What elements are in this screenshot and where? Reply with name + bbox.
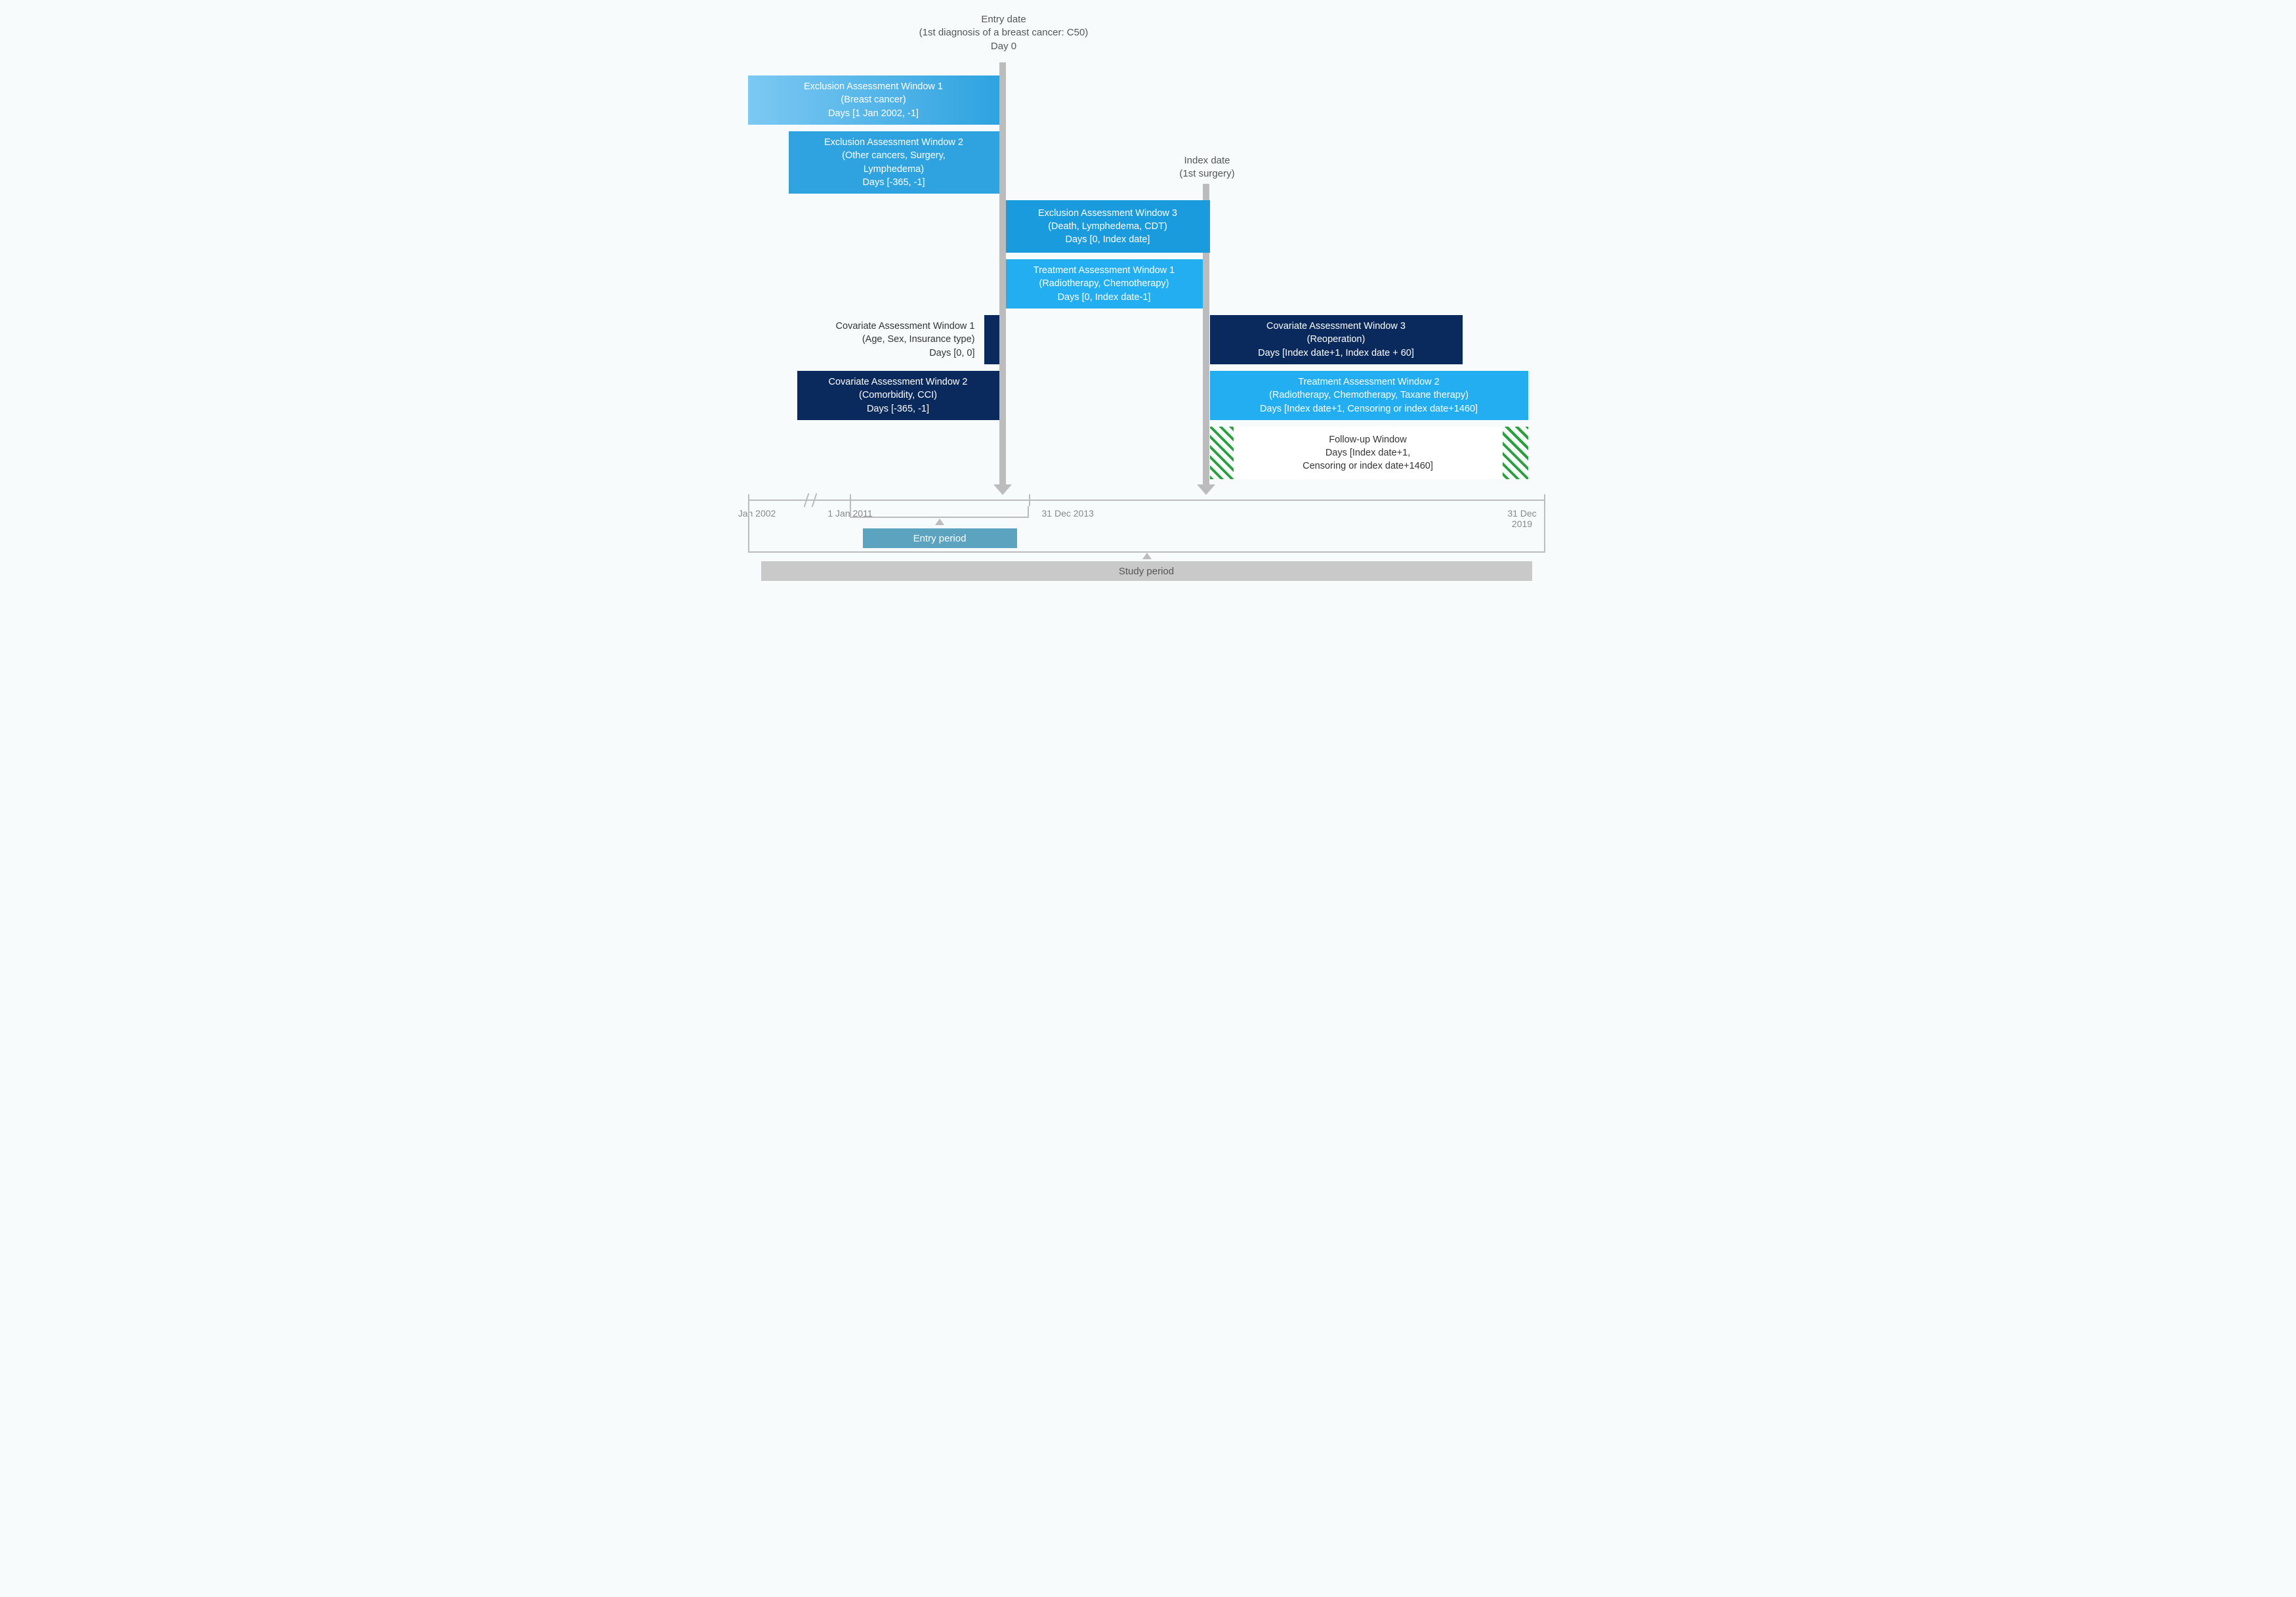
covariate-window-1-label: Covariate Assessment Window 1 (Age, Sex,… (774, 315, 984, 364)
entry-date-header: Entry date (1st diagnosis of a breast ca… (906, 13, 1102, 53)
exclusion-window-1: Exclusion Assessment Window 1 (Breast ca… (748, 75, 999, 125)
covariate-window-2: Covariate Assessment Window 2 (Comorbidi… (797, 371, 999, 420)
tick-dec2013 (1029, 494, 1030, 506)
tick-jan2002 (748, 494, 749, 506)
study-period-bracket (748, 506, 1545, 552)
study-period-bracket-right (1544, 506, 1545, 552)
study-period-arrow (1142, 553, 1152, 559)
study-period-bracket-left (748, 506, 749, 552)
covariate-window-1-bar (984, 315, 999, 364)
tick-jan2011 (850, 494, 851, 506)
followup-window-label: Follow-up Window Days [Index date+1, Cen… (1234, 427, 1503, 479)
entry-date-arrow (999, 62, 1006, 486)
study-timeline-diagram: Entry date (1st diagnosis of a breast ca… (735, 13, 1562, 591)
exclusion-window-2: Exclusion Assessment Window 2 (Other can… (789, 131, 999, 194)
treatment-window-1: Treatment Assessment Window 1 (Radiother… (1006, 259, 1203, 309)
study-period-bar: Study period (761, 561, 1532, 581)
timeline-axis (748, 500, 1545, 501)
covariate-window-3: Covariate Assessment Window 3 (Reoperati… (1210, 315, 1463, 364)
index-date-header: Index date (1st surgery) (1155, 154, 1260, 181)
exclusion-window-3: Exclusion Assessment Window 3 (Death, Ly… (1006, 200, 1210, 253)
tick-dec2019 (1544, 494, 1545, 506)
treatment-window-2: Treatment Assessment Window 2 (Radiother… (1210, 371, 1528, 420)
